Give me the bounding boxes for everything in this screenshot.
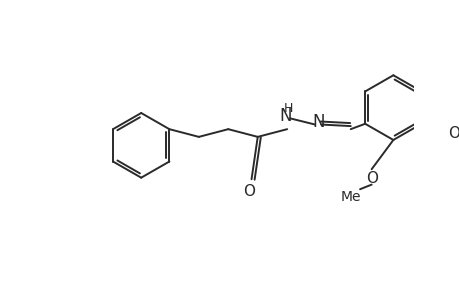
Text: O: O [243, 184, 255, 199]
Text: N: N [311, 113, 324, 131]
Text: O: O [447, 125, 459, 140]
Text: H: H [284, 102, 293, 115]
Text: Me: Me [340, 190, 360, 204]
Text: N: N [279, 106, 291, 124]
Text: O: O [365, 171, 377, 186]
